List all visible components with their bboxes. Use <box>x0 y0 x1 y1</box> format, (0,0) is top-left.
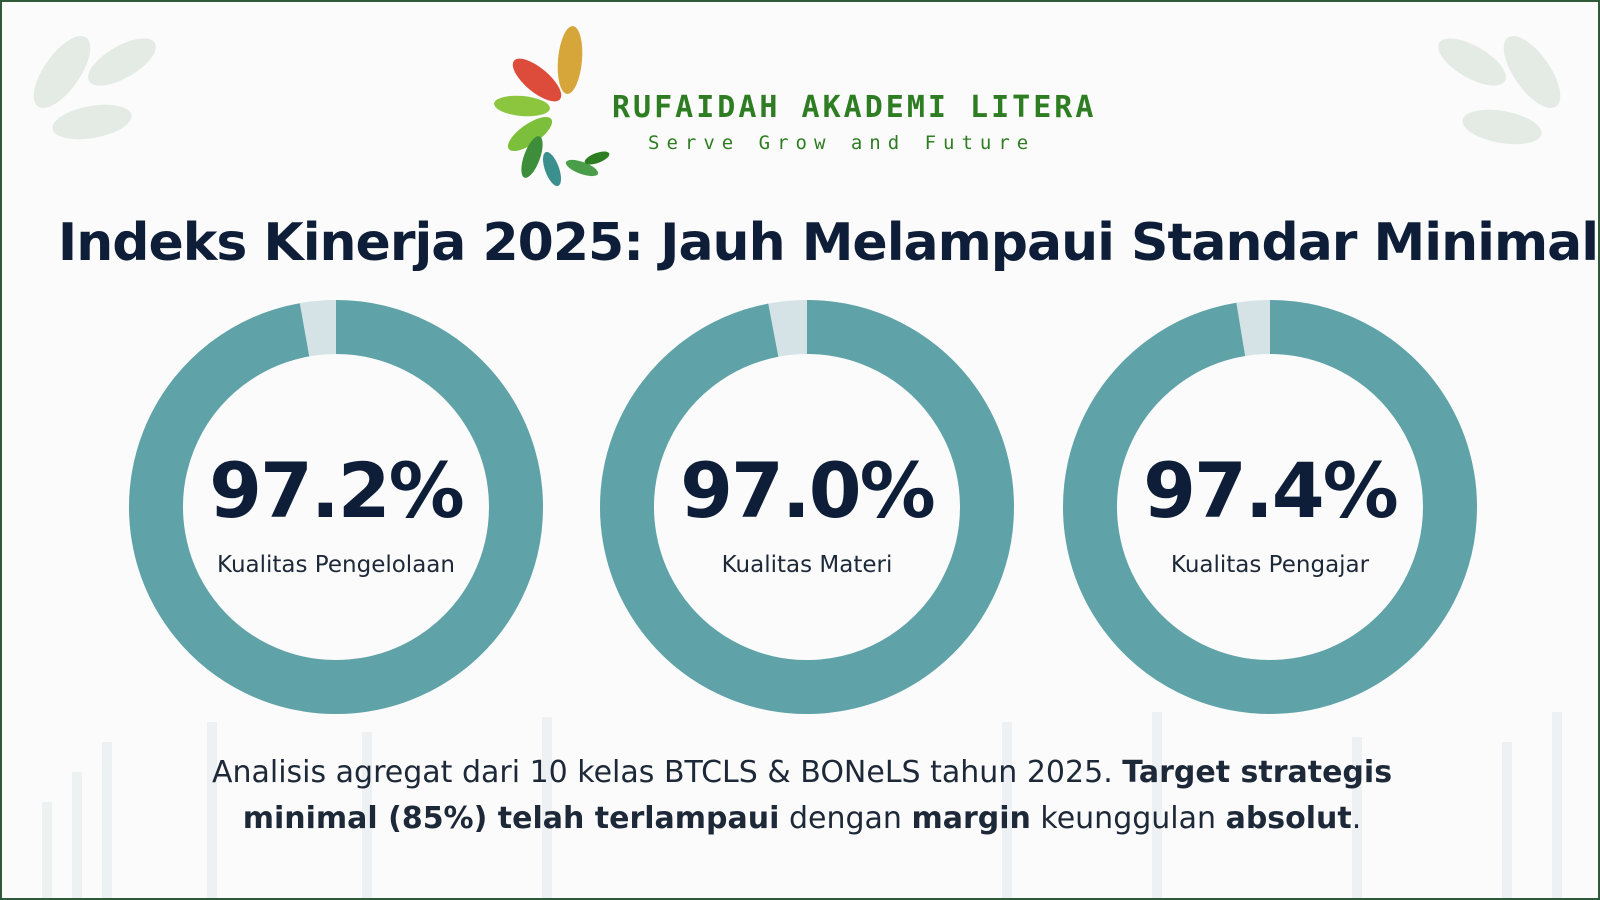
brand: RUFAIDAH AKADEMI LITERA <box>612 90 1096 125</box>
donut-chart: 97.0% Kualitas Materi <box>600 300 1014 714</box>
category-label: Kualitas Pengelolaan <box>217 552 455 578</box>
donut-segment <box>129 300 543 714</box>
decoration <box>33 36 1561 145</box>
category-label: Kualitas Materi <box>722 552 893 578</box>
donut-chart: 97.2% Kualitas Pengelolaan <box>129 300 543 714</box>
value-label: 97.0% <box>680 446 934 535</box>
donut-segment <box>600 300 1014 714</box>
summary-emphasis: Target strategis minimal (85%) telah ter… <box>242 755 1393 836</box>
summary-emphasis: margin <box>911 801 1031 836</box>
page-title: Indeks Kinerja 2025: Jauh Melampaui Stan… <box>58 213 1598 273</box>
donut-chart: 97.4% Kualitas Pengajar <box>1063 300 1477 714</box>
summary-text: keunggulan <box>1030 801 1226 836</box>
summary-emphasis: absolut <box>1225 801 1352 836</box>
summary: Analisis agregat dari 10 kelas BTCLS & B… <box>152 750 1452 842</box>
value-label: 97.4% <box>1143 446 1397 535</box>
summary-text: dengan <box>779 801 912 836</box>
bars-background <box>42 712 1562 898</box>
value-label: 97.2% <box>209 446 463 535</box>
summary-text: Analisis agregat dari 10 kelas BTCLS & B… <box>211 755 1123 790</box>
logo <box>494 26 610 187</box>
tagline: Serve Grow and Future <box>648 132 1035 154</box>
category-label: Kualitas Pengajar <box>1171 552 1370 578</box>
summary-text: . <box>1351 801 1362 836</box>
donut-segment <box>1063 300 1477 714</box>
